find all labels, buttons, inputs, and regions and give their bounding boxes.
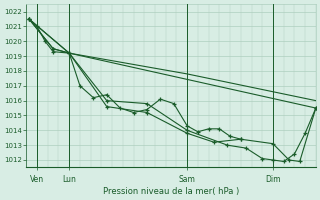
X-axis label: Pression niveau de la mer( hPa ): Pression niveau de la mer( hPa ) <box>103 187 239 196</box>
